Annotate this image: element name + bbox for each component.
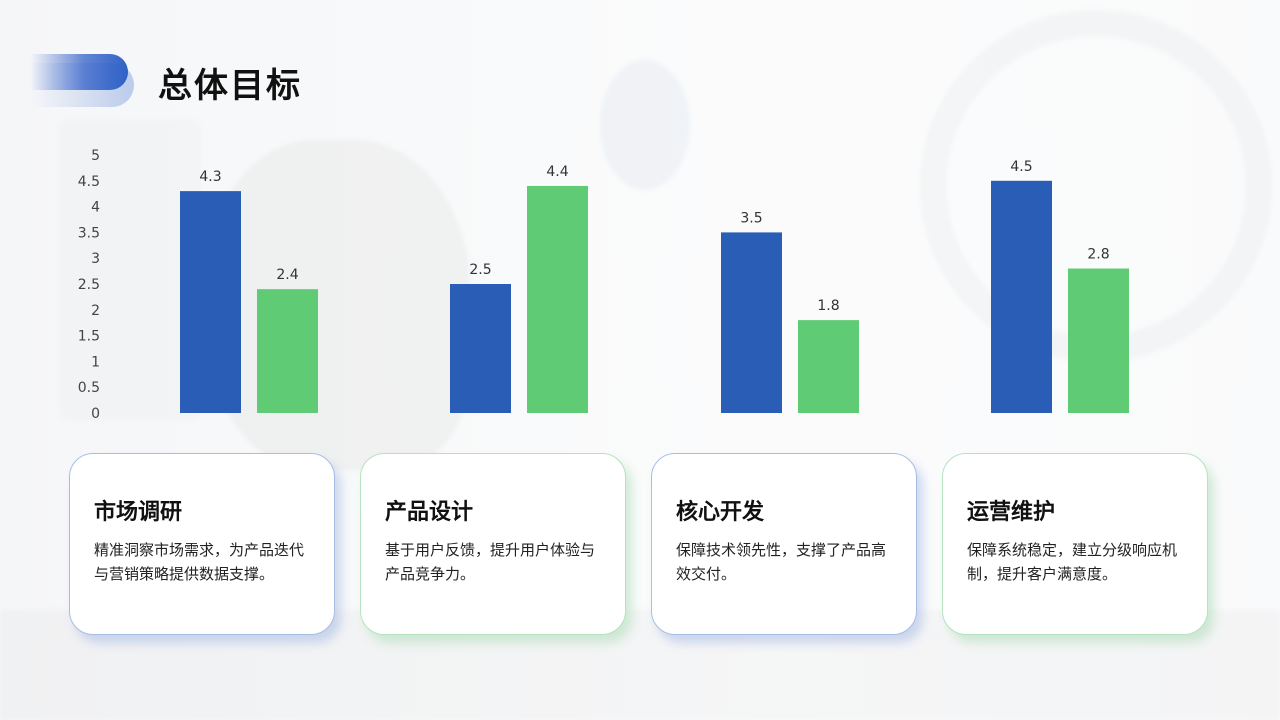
card-description: 精准洞察市场需求，为产品迭代与营销策略提供数据支撑。 [94,541,305,583]
y-tick-label: 2 [91,303,100,319]
y-tick-label: 3 [91,251,100,267]
goal-card: 运营维护保障系统稳定，建立分级响应机制，提升客户满意度。 [942,453,1208,635]
data-label: 2.4 [276,267,298,283]
goal-card: 市场调研精准洞察市场需求，为产品迭代与营销策略提供数据支撑。 [69,453,335,635]
bar-series2-3 [798,320,859,413]
card-description: 保障技术领先性，支撑了产品高效交付。 [676,541,887,583]
bar-series1-2 [450,284,511,413]
card-description: 基于用户反馈，提升用户体验与产品竞争力。 [385,541,596,583]
card-title: 产品设计 [385,500,474,525]
card-description: 保障系统稳定，建立分级响应机制，提升客户满意度。 [967,541,1178,583]
data-label: 2.8 [1087,247,1109,263]
card-title: 市场调研 [94,500,183,525]
y-tick-label: 0.5 [78,380,100,396]
title-accent [30,54,128,90]
y-tick-label: 5 [91,148,100,164]
bar-series2-1 [257,289,318,413]
goal-card: 产品设计基于用户反馈，提升用户体验与产品竞争力。 [360,453,626,635]
bar-series2-2 [527,185,588,413]
y-tick-label: 4.5 [78,174,100,190]
y-tick-label: 1.5 [78,329,100,345]
data-label: 4.3 [199,169,221,185]
goal-card: 核心开发保障技术领先性，支撑了产品高效交付。 [651,453,917,635]
bar-chart: 0 0.5 1 1.5 2 2.5 3 3.5 4 4.5 5 4.3 2.4 2.5 4.4 3.5 1.8 4… [78,148,1129,422]
data-label: 4.4 [546,164,568,180]
bar-series1-3 [721,232,782,413]
y-tick-label: 2.5 [78,277,100,293]
y-tick-label: 1 [91,354,100,370]
bar-series2-4 [1068,268,1129,413]
card-title: 运营维护 [967,500,1056,525]
page-title: 总体目标 [158,66,302,106]
y-tick-label: 3.5 [78,225,100,241]
data-label: 1.8 [817,298,839,314]
bar-series1-4 [991,180,1052,413]
y-tick-label: 4 [91,200,100,216]
data-label: 4.5 [1010,159,1032,175]
bar-series1-1 [180,191,241,413]
data-label: 3.5 [740,210,762,226]
card-title: 核心开发 [676,500,765,525]
data-label: 2.5 [469,262,491,278]
y-tick-label: 0 [91,406,100,422]
